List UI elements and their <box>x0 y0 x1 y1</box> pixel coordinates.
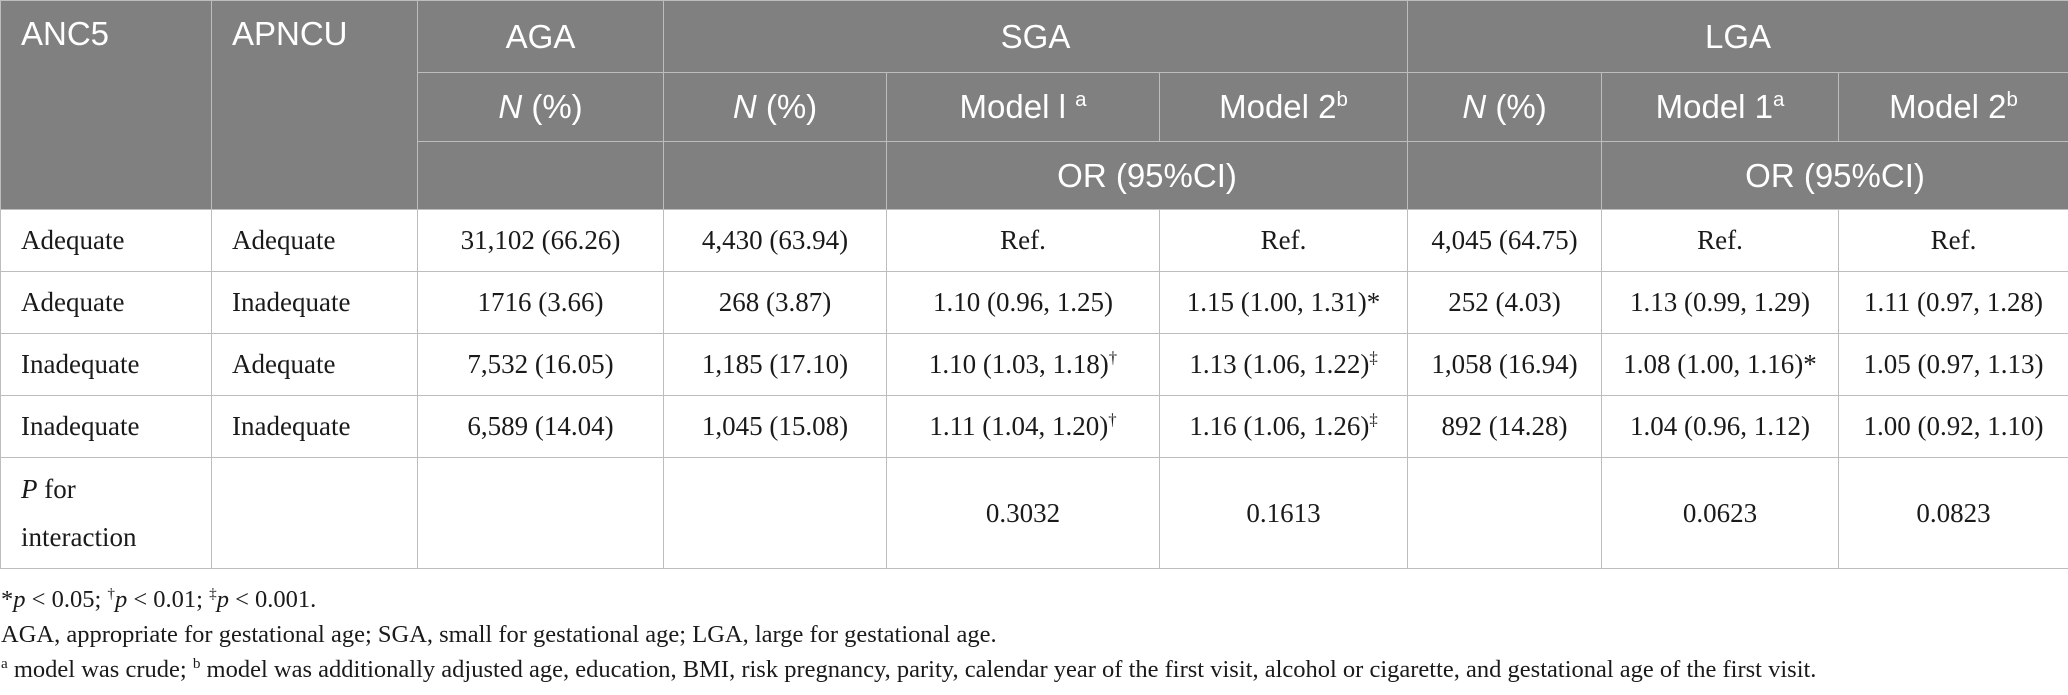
cell-sga-model1: 1.11 (1.04, 1.20)† <box>886 395 1160 458</box>
cell-sga-model2: 1.15 (1.00, 1.31)* <box>1158 271 1409 334</box>
cell-sga-n: 1,045 (15.08) <box>663 395 887 458</box>
cell-lga-model2: 1.00 (0.92, 1.10) <box>1838 395 2068 458</box>
cell-lga-n: 4,045 (64.75) <box>1407 209 1603 272</box>
cell-aga-n: 1716 (3.66) <box>417 271 664 334</box>
cell-empty <box>663 457 887 569</box>
cell-aga-n: 6,589 (14.04) <box>417 395 664 458</box>
footnote-abbreviations: AGA, appropriate for gestational age; SG… <box>1 621 997 648</box>
cell-lga-n: 1,058 (16.94) <box>1407 333 1603 396</box>
table-header: ANC5 APNCU AGA SGA LGA N (%) N (%) Model… <box>0 0 2068 210</box>
footnote-models: a model was crude; b model was additiona… <box>1 654 1817 683</box>
header-sga-model2: Model 2b <box>1158 72 1409 142</box>
cell-lga-model1: Ref. <box>1601 209 1840 272</box>
cell-lga-model2: 1.11 (0.97, 1.28) <box>1838 271 2068 334</box>
cell-lga-n: 892 (14.28) <box>1407 395 1603 458</box>
cell-apncu: Adequate <box>211 333 418 396</box>
cell-lga-model1: 1.04 (0.96, 1.12) <box>1601 395 1840 458</box>
cell-sga-model2: Ref. <box>1158 209 1409 272</box>
cell-lga-model1: 1.13 (0.99, 1.29) <box>1601 271 1840 334</box>
cell-empty <box>1407 457 1603 569</box>
cell-apncu: Adequate <box>211 209 418 272</box>
table-row: Inadequate Inadequate 6,589 (14.04) 1,04… <box>0 395 2068 458</box>
table-body: Adequate Adequate 31,102 (66.26) 4,430 (… <box>0 209 2068 569</box>
header-lga-model2: Model 2b <box>1838 72 2068 142</box>
cell-sga-n: 268 (3.87) <box>663 271 887 334</box>
header-lga-n: N (%) <box>1407 72 1603 142</box>
cell-sga-model1: 1.10 (1.03, 1.18)† <box>886 333 1160 396</box>
cell-interaction-lga-model2: 0.0823 <box>1838 457 2068 569</box>
table-row: Adequate Inadequate 1716 (3.66) 268 (3.8… <box>0 271 2068 334</box>
cell-sga-n: 4,430 (63.94) <box>663 209 887 272</box>
cell-interaction-label: P for interaction <box>0 457 212 569</box>
header-empty-aga <box>417 141 664 210</box>
cell-lga-model2: 1.05 (0.97, 1.13) <box>1838 333 2068 396</box>
header-lga-or: OR (95%CI) <box>1601 141 2068 210</box>
cell-sga-model2: 1.16 (1.06, 1.26)‡ <box>1158 395 1409 458</box>
cell-anc5: Adequate <box>0 209 212 272</box>
cell-anc5: Inadequate <box>0 395 212 458</box>
cell-aga-n: 31,102 (66.26) <box>417 209 664 272</box>
header-sga-or: OR (95%CI) <box>885 141 1409 210</box>
header-apncu: APNCU <box>211 0 418 210</box>
cell-interaction-sga-model1: 0.3032 <box>886 457 1160 569</box>
cell-anc5: Adequate <box>0 271 212 334</box>
header-sga-n: N (%) <box>663 72 887 142</box>
header-sga-model1: Model l a <box>886 72 1160 142</box>
cell-sga-model2: 1.13 (1.06, 1.22)‡ <box>1158 333 1409 396</box>
table-footnotes: *p < 0.05; †p < 0.01; ‡p < 0.001. AGA, a… <box>0 582 2068 687</box>
cell-anc5: Inadequate <box>0 333 212 396</box>
cell-sga-model1: Ref. <box>886 209 1160 272</box>
cell-sga-n: 1,185 (17.10) <box>663 333 887 396</box>
footnote-significance: *p < 0.05; †p < 0.01; ‡p < 0.001. <box>1 584 317 613</box>
cell-interaction-sga-model2: 0.1613 <box>1158 457 1409 569</box>
header-lga-model1: Model 1a <box>1601 72 1840 142</box>
header-empty-sga <box>663 141 887 210</box>
table-row: Inadequate Adequate 7,532 (16.05) 1,185 … <box>0 333 2068 396</box>
table-row: Adequate Adequate 31,102 (66.26) 4,430 (… <box>0 209 2068 272</box>
cell-lga-model1: 1.08 (1.00, 1.16)* <box>1601 333 1840 396</box>
cell-interaction-lga-model1: 0.0623 <box>1601 457 1840 569</box>
interaction-row: P for interaction 0.3032 0.1613 0.0623 0.… <box>0 457 2068 569</box>
cell-apncu: Inadequate <box>211 271 418 334</box>
header-aga: AGA <box>417 0 664 73</box>
cell-aga-n: 7,532 (16.05) <box>417 333 664 396</box>
cell-empty <box>417 457 664 569</box>
header-anc5: ANC5 <box>0 0 212 210</box>
cell-apncu: Inadequate <box>211 395 418 458</box>
results-table: ANC5 APNCU AGA SGA LGA N (%) N (%) Model… <box>0 0 2068 569</box>
cell-lga-model2: Ref. <box>1838 209 2068 272</box>
header-sga: SGA <box>662 0 1409 73</box>
cell-lga-n: 252 (4.03) <box>1407 271 1603 334</box>
header-empty-lga <box>1407 141 1603 210</box>
cell-empty <box>211 457 418 569</box>
cell-sga-model1: 1.10 (0.96, 1.25) <box>886 271 1160 334</box>
header-lga: LGA <box>1407 0 2068 73</box>
header-aga-n: N (%) <box>417 72 664 142</box>
